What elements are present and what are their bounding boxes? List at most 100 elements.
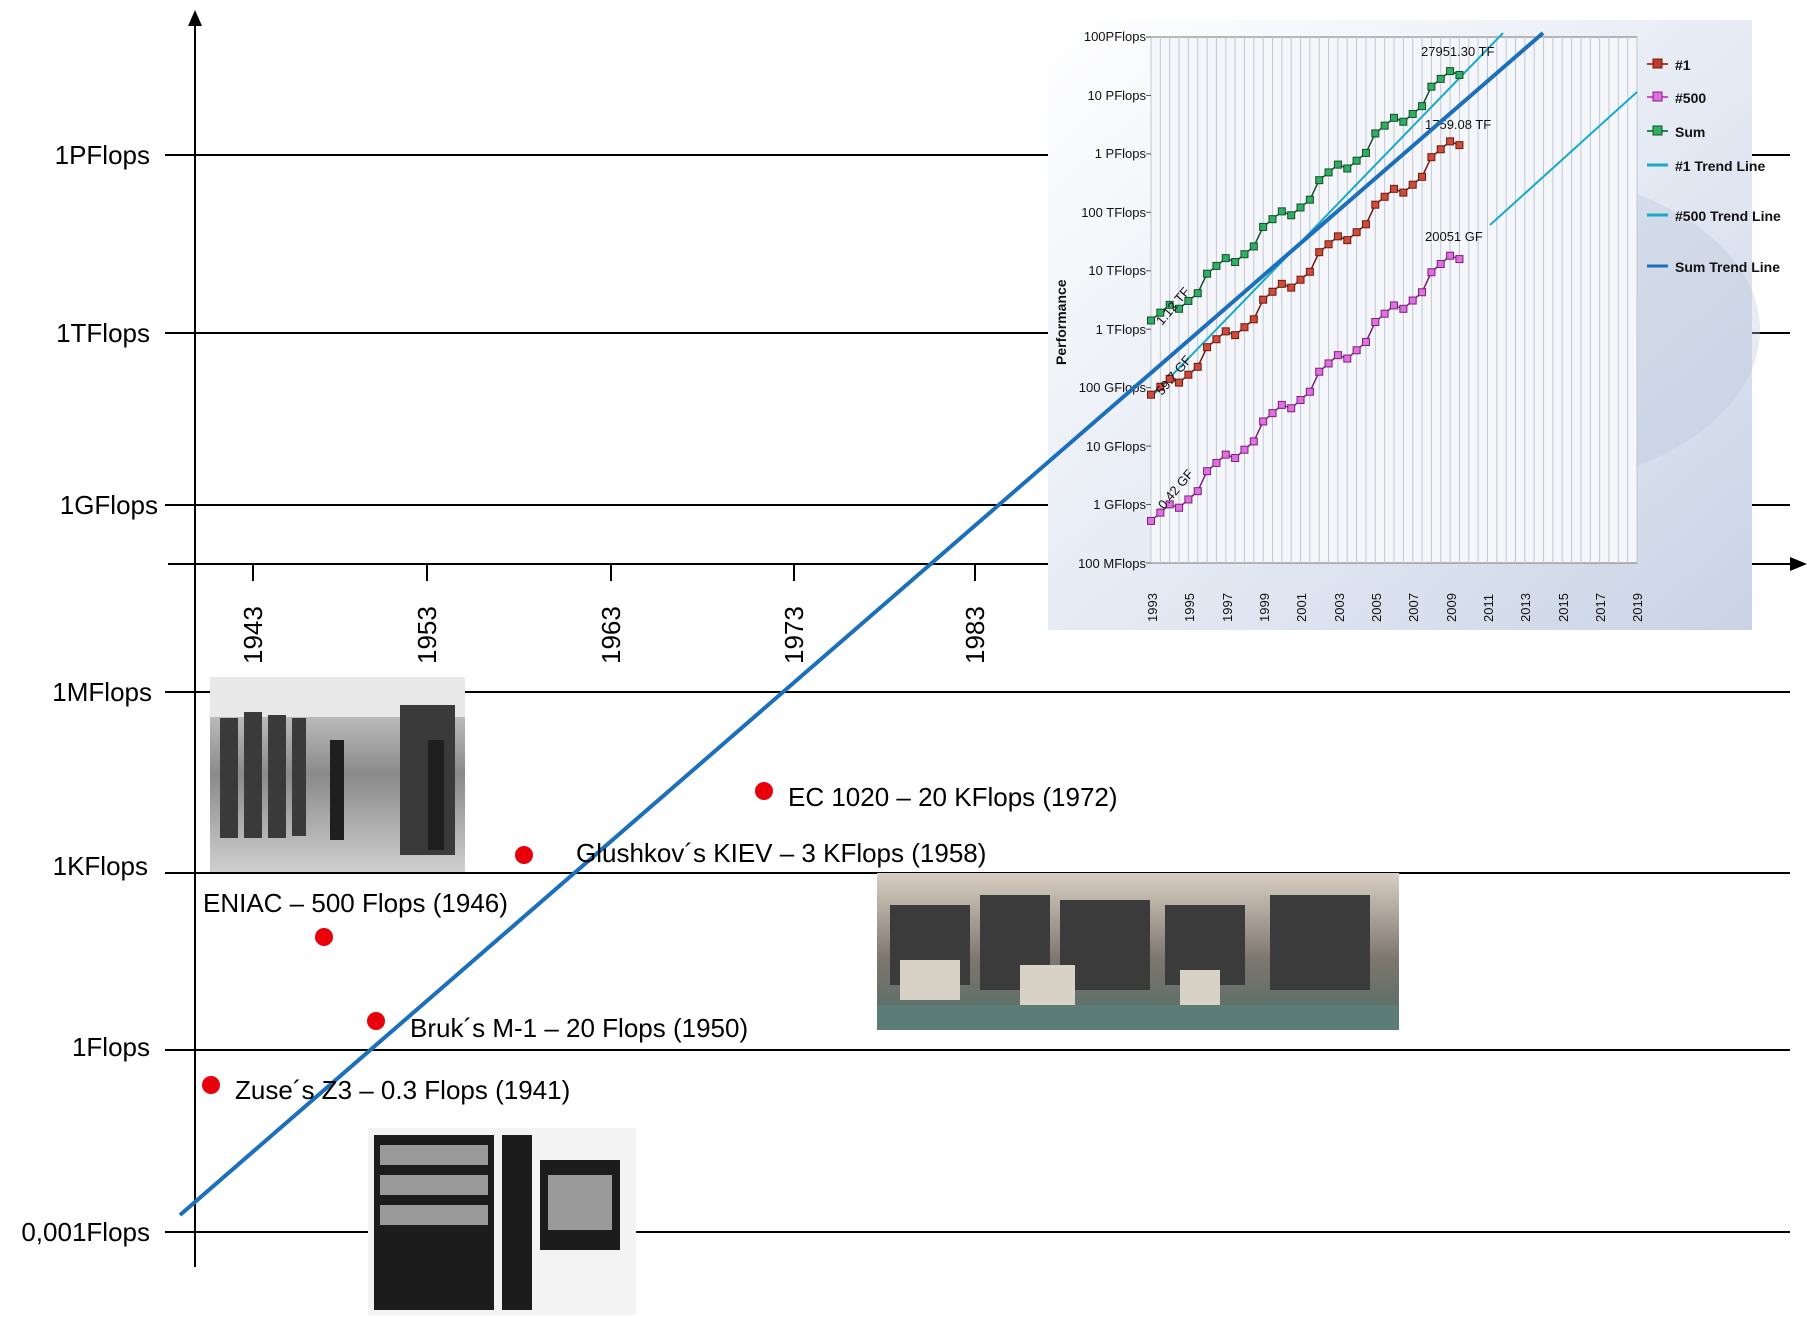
inset-sum-point (1371, 129, 1380, 138)
zuse-z3-photo (368, 1128, 636, 1315)
inset-sum-point (1193, 289, 1202, 298)
inset-sum-point (1361, 148, 1370, 157)
y-axis-arrow (188, 10, 202, 26)
inset-sum-point (1147, 316, 1155, 325)
inset-one-point (1193, 362, 1202, 371)
inset-sum-point (1268, 215, 1277, 224)
inset-x-tick: 2013 (1518, 593, 1533, 622)
inset-500-point (1156, 508, 1165, 517)
inset-y-tick: 100 MFlops (1078, 556, 1146, 571)
label-kiev: Glushkov´s KIEV – 3 KFlops (1958) (576, 838, 986, 868)
inset-500-point (1277, 400, 1286, 409)
inset-one-point (1268, 287, 1277, 296)
legend-label: Sum Trend Line (1675, 259, 1780, 275)
x-axis-arrow (1790, 557, 1807, 571)
inset-sum-point (1305, 195, 1314, 204)
main-trend-line (178, 31, 1545, 1217)
inset-sum-point (1446, 67, 1455, 76)
inset-sum-point (1259, 222, 1268, 231)
legend-label: #500 Trend Line (1675, 208, 1781, 224)
inset-one-point (1352, 228, 1361, 237)
inset-one-point (1212, 335, 1221, 344)
inset-one-point (1287, 283, 1296, 292)
inset-sum-point (1399, 117, 1408, 126)
inset-sum-point (1436, 74, 1445, 83)
inset-one-point (1408, 180, 1417, 189)
inset-sum-point (1165, 300, 1174, 309)
inset-x-tick: 1995 (1182, 593, 1197, 622)
inset-one-point (1296, 275, 1305, 284)
inset-500-point (1175, 503, 1184, 512)
y-tick-label: 1TFlops (56, 318, 150, 348)
inset-500-point (1203, 467, 1212, 476)
inset-y-tick: 10 PFlops (1087, 88, 1146, 103)
inset-one-point (1343, 236, 1352, 245)
data-point-kiev (515, 846, 533, 864)
inset-y-tick: 1 TFlops (1096, 322, 1147, 337)
label-eniac: ENIAC – 500 Flops (1946) (203, 888, 508, 918)
inset-sum-point (1380, 121, 1389, 130)
inset-500-point (1371, 317, 1380, 326)
inset-one-point (1436, 145, 1445, 154)
inset-sum-point (1212, 261, 1221, 270)
y-axis-labels: 1PFlops 1TFlops 1GFlops 1MFlops 1KFlops … (21, 140, 158, 1247)
inset-one-point (1165, 374, 1174, 383)
inset-sum-point (1156, 308, 1165, 317)
inset-500-line (1150, 254, 1460, 522)
inset-one-point (1324, 240, 1333, 249)
inset-one-point (1231, 331, 1240, 340)
data-point-ec1020 (755, 782, 773, 800)
inset-one-line (1150, 140, 1460, 396)
inset-sum-point (1231, 258, 1240, 267)
y-tick-label: 0,001Flops (21, 1217, 150, 1247)
x-ticks (252, 564, 976, 581)
inset-sum-point (1408, 109, 1417, 118)
inset-one-point (1418, 172, 1427, 181)
inset-sum-line (1150, 70, 1460, 322)
label-zuse-z3: Zuse´s Z3 – 0.3 Flops (1941) (235, 1075, 570, 1105)
inset-trend-line-1 (1150, 32, 1504, 398)
inset-500-point (1333, 351, 1342, 360)
inset-one-point (1446, 137, 1455, 146)
inset-x-tick-labels: 1993 1995 1997 1999 2001 2003 2005 2007 … (1145, 593, 1645, 622)
inset-500-point (1427, 268, 1436, 277)
y-tick-label: 1PFlops (55, 140, 150, 170)
inset-x-tick: 2019 (1630, 593, 1645, 622)
inset-sum-point (1221, 254, 1230, 263)
inset-one-point (1399, 188, 1408, 197)
inset-one-point (1277, 279, 1286, 288)
inset-500-point (1268, 409, 1277, 418)
inset-sum-point (1343, 164, 1352, 173)
inset-y-axis-title: Performance (1053, 279, 1069, 365)
inset-500-point (1446, 251, 1455, 260)
x-axis-labels: 1943 1953 1963 1973 1983 (238, 606, 990, 664)
inset-series-500 (1147, 251, 1464, 525)
inset-one-point (1259, 295, 1268, 304)
inset-annotation: 27951.30 TF (1421, 44, 1495, 59)
inset-legend: #1 #500 Sum #1 Trend Line #500 Trend Lin… (1647, 57, 1781, 275)
y-tick-label: 1GFlops (60, 490, 158, 520)
label-ec1020: EC 1020 – 20 KFlops (1972) (788, 782, 1118, 812)
inset-one-point (1184, 370, 1193, 379)
inset-500-point (1399, 304, 1408, 313)
inset-sum-point (1184, 296, 1193, 305)
inset-one-point (1315, 248, 1324, 257)
inset-sum-point (1390, 113, 1398, 122)
x-tick-label: 1943 (238, 606, 268, 664)
inset-grid (1146, 36, 1638, 564)
point-labels: Zuse´s Z3 – 0.3 Flops (1941) ENIAC – 500… (203, 782, 1118, 1105)
x-tick-label: 1973 (779, 606, 809, 664)
inset-500-point (1361, 337, 1370, 346)
inset-x-tick: 1997 (1220, 593, 1235, 622)
inset-sum-point (1240, 250, 1249, 259)
inset-500-point (1436, 259, 1445, 268)
inset-sum-point (1249, 242, 1258, 251)
inset-x-tick: 2005 (1369, 593, 1384, 622)
x-tick-label: 1963 (596, 606, 626, 664)
inset-one-point (1361, 220, 1370, 229)
inset-sum-point (1352, 156, 1361, 165)
inset-500-point (1147, 516, 1155, 525)
legend-label: #1 (1675, 57, 1691, 73)
inset-y-tick: 10 GFlops (1086, 439, 1146, 454)
